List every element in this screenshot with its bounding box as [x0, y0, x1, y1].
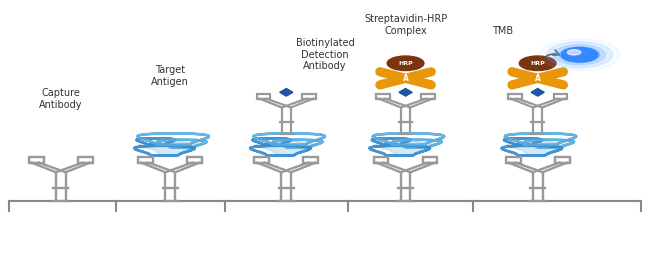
Circle shape [539, 39, 620, 71]
Circle shape [519, 56, 556, 70]
Polygon shape [374, 139, 436, 155]
Text: A: A [535, 74, 541, 83]
Bar [29, 157, 44, 162]
Circle shape [567, 50, 581, 55]
Text: HRP: HRP [398, 61, 413, 66]
Polygon shape [399, 89, 412, 96]
Bar [555, 157, 569, 162]
Bar [508, 94, 522, 99]
Bar [376, 94, 390, 99]
Bar [302, 94, 316, 99]
Polygon shape [140, 139, 202, 155]
Bar [187, 157, 202, 162]
Polygon shape [531, 89, 544, 96]
Bar [554, 94, 567, 99]
Bar [78, 157, 92, 162]
Bar [138, 157, 153, 162]
Text: Target
Antigen: Target Antigen [151, 65, 189, 87]
Bar [506, 157, 521, 162]
Bar [257, 94, 270, 99]
Bar [255, 157, 269, 162]
Circle shape [554, 45, 605, 65]
Circle shape [547, 42, 612, 68]
Text: A: A [402, 74, 408, 83]
Circle shape [560, 47, 600, 63]
Bar [374, 157, 389, 162]
Text: Streptavidin-HRP
Complex: Streptavidin-HRP Complex [364, 14, 447, 36]
Polygon shape [255, 139, 317, 155]
Polygon shape [507, 139, 569, 155]
Bar [304, 157, 318, 162]
Text: HRP: HRP [530, 61, 545, 66]
Bar [422, 157, 437, 162]
Text: Biotinylated
Detection
Antibody: Biotinylated Detection Antibody [296, 38, 354, 72]
Text: TMB: TMB [491, 26, 513, 36]
Circle shape [561, 48, 598, 62]
Circle shape [387, 56, 424, 70]
Bar [421, 94, 435, 99]
Polygon shape [280, 89, 292, 96]
Text: Capture
Antibody: Capture Antibody [39, 88, 83, 110]
